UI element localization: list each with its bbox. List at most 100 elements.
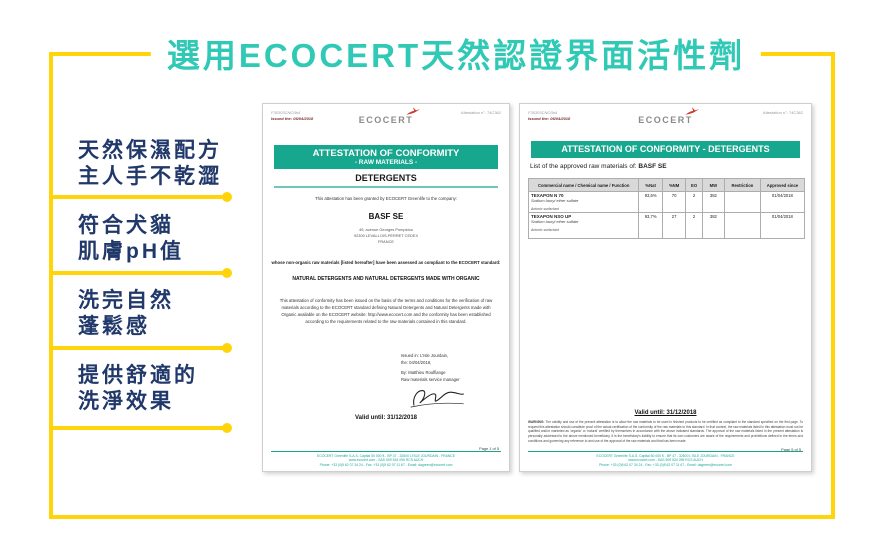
doc-attestation-number: Attestation n°: 74C362: [460, 110, 501, 115]
feature-line: 洗完自然: [78, 289, 174, 312]
raw-materials-table: Commercial name / Chemical name / Functi…: [527, 178, 806, 239]
feature-line: 蓬鬆感: [78, 315, 150, 338]
page-number: Page 5 of 5: [781, 447, 801, 452]
yellow-divider: [49, 268, 232, 278]
footer-line: www.ecocert.com - SAS 509 534 095 RCS AU…: [348, 458, 424, 463]
standard-name: NATURAL DETERGENTS AND NATURAL DETERGENT…: [292, 276, 480, 282]
footer-line: www.ecocert.com - SAS 509 534 095 RCS AU…: [628, 458, 703, 463]
col-header-name: Commercial name / Chemical name / Functi…: [527, 178, 640, 192]
nm-value: 70: [661, 191, 687, 213]
swallow-bird-icon: [685, 107, 700, 115]
approved-list-label: List of the approved raw materials of: B…: [530, 163, 667, 170]
signatory-name: By: Matthieu Rouffiange: [401, 370, 446, 375]
feature-item-cleaning: 提供舒適的 洗淨效果: [78, 363, 258, 415]
address-line: FRANCE: [378, 239, 394, 244]
table-row: TEXAPON N 70 Sodium lauryl ether sulfate…: [527, 191, 806, 213]
detergents-heading: DETERGENTS: [274, 173, 498, 188]
issued-in-block: Issued in: L'Isle Jourdain, the: 04/04/2…: [401, 353, 448, 366]
nat-value: 93,7%: [638, 212, 663, 239]
signatory-role: Raw materials service manager: [401, 376, 460, 382]
feature-line: 洗淨效果: [78, 390, 174, 413]
restriction-value: [723, 191, 761, 213]
warning-paragraph: WARNING: The validity and use of the pre…: [528, 420, 803, 444]
compliance-statement: whose non-organic raw materials [listed …: [271, 260, 501, 265]
col-header-approved: Approved since: [759, 178, 806, 192]
ecocert-logo-text: ECOCERT: [638, 115, 693, 125]
ecocert-logo-text: ECOCERT: [358, 115, 414, 125]
page-title: 選用ECOCERT天然認證界面活性劑: [150, 29, 762, 77]
footer-line: Phone: +33 (0)5 62 07 34 24 - Fax: +33 (…: [319, 463, 453, 468]
ecocert-logo: ECOCERT: [358, 107, 420, 125]
feature-item-moisturizing: 天然保濕配方 主人手不乾澀: [78, 138, 258, 190]
feature-item-fluffy: 洗完自然 蓬鬆感: [78, 288, 258, 340]
eo-value: 2: [685, 191, 703, 213]
swallow-bird-icon: [405, 107, 420, 115]
doc-ref-code: F35303CNO3b4: [271, 110, 301, 115]
feature-line: 提供舒適的: [78, 364, 198, 387]
col-header-nm: %NM: [661, 178, 687, 192]
material-name: TEXAPON N 70: [531, 193, 564, 198]
company-name: BASF SE: [368, 212, 404, 221]
attestation-body-text: This attestation of conformity has been …: [279, 298, 493, 324]
attestation-banner: ATTESTATION OF CONFORMITY - RAW MATERIAL…: [274, 145, 498, 169]
mw-value: 382: [701, 191, 725, 213]
feature-item-ph: 符合犬貓 肌膚pH值: [78, 213, 258, 265]
warning-label: WARNING:: [528, 420, 545, 424]
signature: [409, 385, 467, 416]
signatory-block: By: Matthieu Rouffiange Raw materials se…: [401, 370, 460, 383]
address-line: 92300 LEVALLOIS-PERRET CEDEX: [353, 233, 419, 238]
address-line: 49, avenue Georges Pompidou: [359, 227, 413, 232]
doc-footer: ECOCERT Greenlife S.A.S. Capital 50 000 …: [528, 450, 803, 468]
material-name: TEXAPON NSO UP: [531, 214, 572, 219]
doc-reference-block: F35303CNO3b4 Issued the: 06/04/2018: [528, 110, 570, 121]
granted-statement: This attestation has been granted by ECO…: [315, 196, 457, 201]
material-chemical: Sodium lauryl ether sulfate: [531, 219, 579, 224]
ecocert-logo: ECOCERT: [638, 107, 700, 125]
feature-line: 主人手不乾澀: [78, 165, 222, 188]
mw-value: 382: [701, 212, 725, 239]
footer-line: ECOCERT Greenlife S.A.S. Capital 50 000 …: [316, 453, 456, 458]
footer-line: Phone: +33 (0)5 62 07 34 24 - Fax: +33 (…: [599, 463, 732, 468]
eo-value: 2: [685, 212, 703, 239]
table-row: TEXAPON NSO UP Sodium lauryl ether sulfa…: [527, 212, 806, 239]
company-name: BASF SE: [638, 163, 667, 170]
yellow-divider: [49, 343, 232, 353]
doc-footer: ECOCERT Greenlife S.A.S. Capital 50 000 …: [271, 450, 501, 468]
feature-line: 天然保濕配方: [78, 139, 222, 162]
feature-line: 符合犬貓: [78, 214, 174, 237]
table-header-row: Commercial name / Chemical name / Functi…: [527, 178, 806, 192]
valid-until: Valid until: 31/12/2018: [634, 410, 697, 416]
doc-ref-code: F35303CNO3b4: [528, 110, 558, 115]
nat-value: 93,6%: [638, 191, 663, 213]
issued-on-date: the: 04/04/2018,: [401, 359, 432, 365]
certificate-detergents-list: F35303CNO3b4 Issued the: 06/04/2018 Atte…: [519, 103, 812, 472]
material-chemical: Sodium lauryl ether sulfate: [531, 198, 579, 203]
company-address: 49, avenue Georges Pompidou 92300 LEVALL…: [263, 227, 509, 245]
yellow-divider: [49, 423, 232, 433]
material-function: Anionic surfactant: [531, 228, 559, 232]
doc-reference-block: F35303CNO3b4 Issued the: 06/04/2018: [271, 110, 313, 121]
attestation-banner: ATTESTATION OF CONFORMITY - DETERGENTS: [531, 141, 800, 158]
warning-text: The validity and use of the present atte…: [528, 420, 803, 443]
col-header-eo: EO: [685, 178, 703, 192]
col-header-mw: MW: [701, 178, 725, 192]
material-cell: TEXAPON N 70 Sodium lauryl ether sulfate…: [527, 191, 640, 213]
col-header-restriction: Restriction: [723, 178, 761, 192]
material-function: Anionic surfactant: [531, 207, 559, 211]
doc-issued-date: Issued the: 06/04/2018: [528, 115, 571, 121]
nm-value: 27: [661, 212, 687, 239]
valid-until: Valid until: 31/12/2018: [354, 415, 418, 421]
footer-line: ECOCERT Greenlife S.A.S. Capital 50 000 …: [596, 453, 735, 458]
doc-issued-date: Issued the: 06/04/2018: [271, 115, 314, 121]
issued-in: Issued in: L'Isle Jourdain,: [401, 353, 449, 358]
doc-attestation-number: Attestation n°: 74C362: [762, 110, 803, 115]
feature-line: 肌膚pH值: [78, 240, 184, 263]
col-header-nat: %Nat: [638, 178, 663, 192]
approved-since-value: 01/04/2018: [759, 212, 806, 239]
restriction-value: [723, 212, 761, 239]
banner-title: ATTESTATION OF CONFORMITY: [312, 148, 460, 159]
banner-subtitle: - RAW MATERIALS -: [354, 159, 418, 166]
material-cell: TEXAPON NSO UP Sodium lauryl ether sulfa…: [527, 212, 640, 239]
yellow-divider: [49, 192, 232, 202]
